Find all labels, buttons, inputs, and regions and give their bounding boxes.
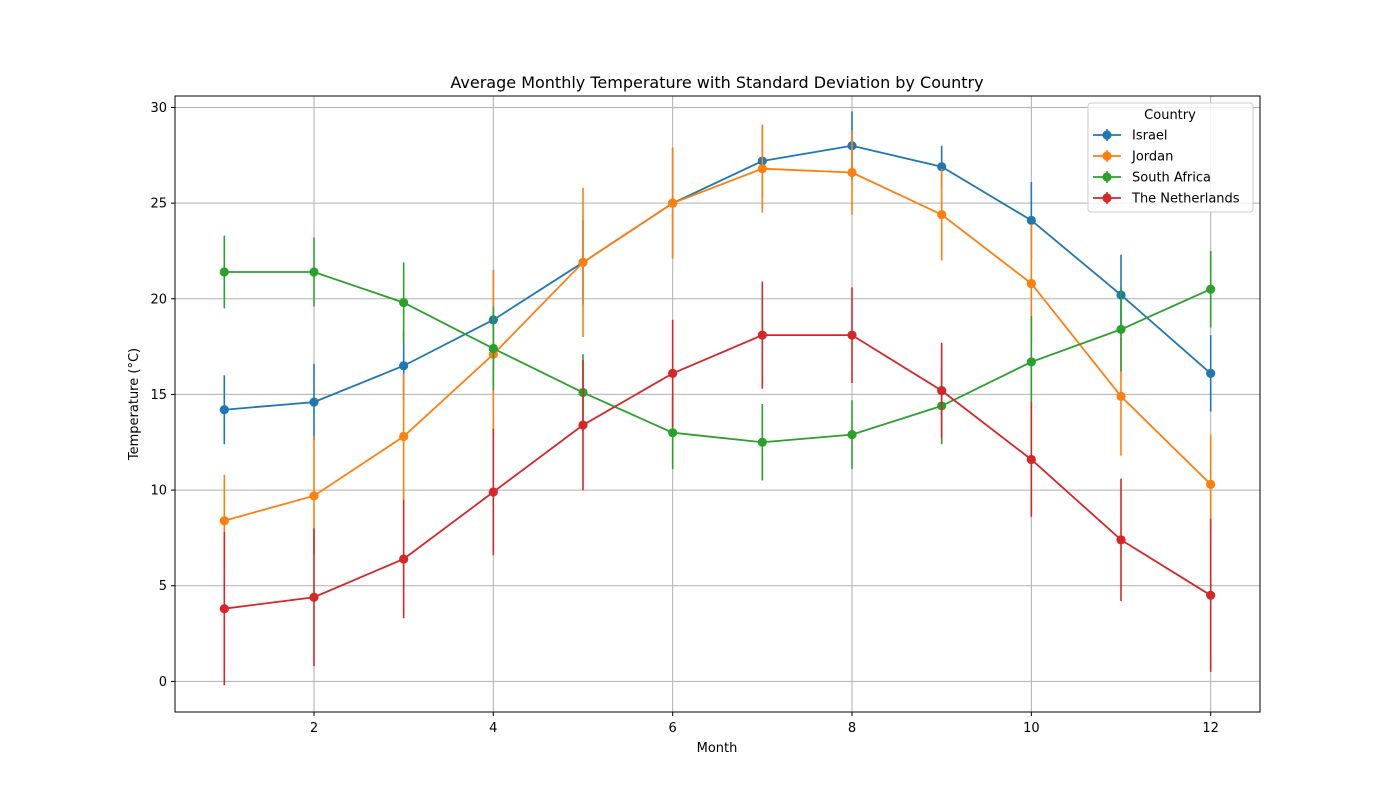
x-tick-label: 8 <box>848 721 856 736</box>
data-point <box>1026 278 1036 289</box>
legend-title: Country <box>1144 108 1196 123</box>
legend-entry-jordan: Jordan <box>1093 150 1173 165</box>
legend-entries: Israel Jordan South Africa The Netherlands <box>1093 129 1240 207</box>
data-point <box>1206 368 1216 378</box>
legend: Country Israel Jordan South Africa The Neth… <box>1087 102 1254 213</box>
x-tick-label: 2 <box>310 721 318 736</box>
data-point <box>309 491 319 501</box>
chart-title: Average Monthly Temperature with Standar… <box>450 73 983 92</box>
y-tick-label: 0 <box>159 675 167 690</box>
series-line <box>224 167 1212 522</box>
legend-marker <box>1102 151 1112 161</box>
data-point <box>757 437 767 447</box>
data-point <box>937 386 947 396</box>
data-point <box>1116 535 1126 545</box>
y-tick-label: 10 <box>150 484 167 499</box>
data-point <box>578 420 588 430</box>
data-point <box>937 210 947 220</box>
data-point <box>847 167 857 178</box>
x-tick-label: 6 <box>669 721 677 736</box>
data-point <box>399 554 409 564</box>
series-jordan <box>219 124 1216 567</box>
data-point <box>399 361 409 371</box>
series-layer <box>219 111 1216 686</box>
x-tick-label: 12 <box>1202 721 1219 736</box>
data-point <box>937 162 947 172</box>
data-point <box>309 592 319 602</box>
data-point <box>668 428 678 438</box>
x-axis-label: Month <box>697 741 738 756</box>
legend-marker <box>1102 130 1112 140</box>
data-point <box>219 516 229 526</box>
data-point <box>1206 479 1216 489</box>
legend-entry-the-netherlands: The Netherlands <box>1093 192 1240 207</box>
series-line <box>224 271 1212 444</box>
data-point <box>757 330 767 340</box>
legend-label: Israel <box>1132 129 1168 144</box>
data-point <box>1206 284 1216 294</box>
data-point <box>219 267 229 277</box>
series-line <box>224 144 1212 411</box>
data-point <box>1026 454 1036 465</box>
data-point <box>1116 391 1126 401</box>
plot-frame <box>174 95 1261 713</box>
data-point <box>219 405 229 415</box>
legend-marker <box>1102 193 1112 203</box>
series-the-netherlands <box>219 281 1216 686</box>
data-point <box>847 430 857 440</box>
data-point <box>757 164 767 174</box>
y-tick-label: 25 <box>150 197 167 212</box>
y-tick-label: 5 <box>159 579 167 594</box>
series-line <box>224 334 1212 610</box>
legend-box <box>1087 102 1254 213</box>
legend-label: South Africa <box>1132 171 1211 186</box>
y-tick-label: 20 <box>150 292 167 307</box>
data-point <box>219 604 229 614</box>
data-point <box>578 257 588 268</box>
x-tick-label: 10 <box>1023 721 1040 736</box>
data-point <box>488 487 498 497</box>
legend-entry-israel: Israel <box>1093 129 1168 144</box>
y-axis-label: Temperature (°C) <box>127 348 142 461</box>
data-point <box>1026 357 1036 367</box>
data-point <box>847 330 857 340</box>
y-tick-label: 15 <box>150 388 167 403</box>
tick-layer: 2 4 6 8 10 12 0 5 10 15 20 25 30 <box>150 101 1219 736</box>
data-point <box>1026 215 1036 225</box>
data-point <box>668 198 678 208</box>
data-point <box>1116 324 1126 334</box>
legend-label: The Netherlands <box>1131 192 1240 207</box>
data-point <box>309 397 319 407</box>
data-point <box>488 343 498 354</box>
legend-label: Jordan <box>1131 150 1173 165</box>
data-point <box>399 431 409 442</box>
data-point <box>399 298 409 308</box>
data-point <box>668 368 678 378</box>
y-tick-label: 30 <box>150 101 167 116</box>
data-point <box>1206 590 1216 600</box>
data-point <box>309 267 319 277</box>
x-tick-label: 4 <box>489 721 497 736</box>
series-south-africa <box>219 235 1216 481</box>
legend-entry-south-africa: South Africa <box>1093 171 1211 186</box>
legend-marker <box>1102 172 1112 182</box>
